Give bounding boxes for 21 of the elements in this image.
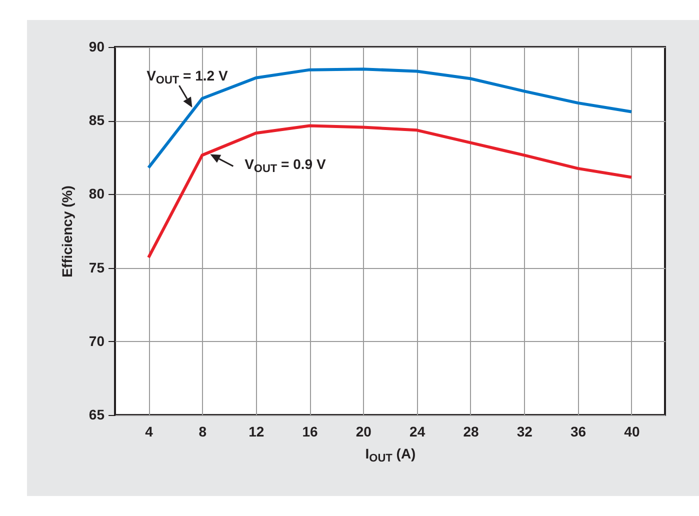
y-axis-title: Efficiency (%) (58, 186, 75, 278)
x-tick-label: 24 (410, 424, 426, 440)
x-tick-label: 4 (145, 424, 154, 440)
x-axis-title: I$_{OUT}$ (A) (365, 446, 416, 464)
x-tick-label: 40 (624, 424, 640, 440)
x-tick-label: 36 (570, 424, 586, 440)
y-tick-label: 85 (88, 112, 105, 128)
x-tick-label: 8 (198, 424, 207, 440)
annotation: V$_{OUT}$ = 1.2 V (146, 68, 228, 86)
x-tick-label: 32 (516, 424, 533, 440)
line-series (147, 124, 633, 259)
y-tick-label: 80 (88, 186, 105, 202)
annotation: V$_{OUT}$ = 0.9 V (244, 156, 326, 175)
y-tick-label: 65 (88, 406, 105, 422)
x-tick-label: 12 (248, 424, 264, 440)
y-tick-label: 70 (88, 332, 105, 349)
x-tick-label: 28 (463, 424, 479, 440)
x-tick-label: 20 (356, 424, 372, 440)
y-tick-label: 75 (88, 259, 105, 276)
y-tick-label: 90 (88, 38, 105, 54)
x-tick-label: 16 (302, 424, 318, 440)
